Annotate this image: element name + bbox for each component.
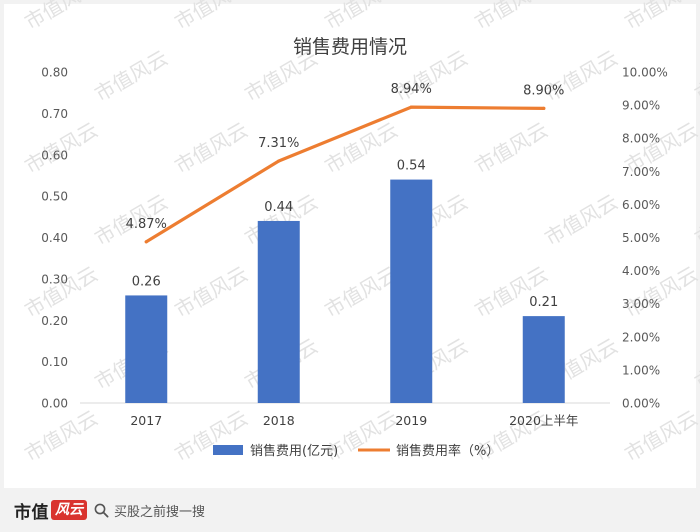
y-left-tick-label: 0.70: [41, 107, 68, 121]
line-point: [542, 106, 546, 111]
y-right-tick-label: 6.00%: [622, 198, 660, 212]
watermark-text: 市值风云: [621, 0, 700, 34]
y-right-tick-label: 0.00%: [622, 397, 660, 411]
watermark-text: 市值风云: [91, 46, 172, 107]
line-point: [144, 240, 148, 244]
line-data-label: 8.94%: [391, 82, 432, 97]
x-tick-label: 2017: [130, 413, 162, 428]
y-left-tick-label: 0.20: [41, 314, 68, 328]
bar-data-label: 0.21: [529, 295, 558, 310]
x-tick-label: 2019: [395, 413, 427, 428]
y-right-tick-label: 9.00%: [622, 99, 660, 113]
y-right-tick-label: 10.00%: [622, 66, 668, 80]
y-right-tick-label: 7.00%: [622, 165, 660, 179]
chart-card: [4, 4, 696, 488]
watermark-text: 市值风云: [171, 118, 252, 179]
footer-bar: 市值 风云 买股之前搜一搜: [0, 488, 700, 532]
y-left-tick-label: 0.00: [41, 397, 68, 411]
brand-logo[interactable]: 市值 风云: [14, 499, 87, 523]
y-left-tick-label: 0.10: [41, 355, 68, 369]
y-left-tick-label: 0.30: [41, 272, 68, 286]
x-tick-label: 2020上半年: [509, 413, 578, 428]
watermark-text: 市值风云: [691, 190, 700, 251]
y-right-tick-label: 3.00%: [622, 297, 660, 311]
watermark-text: 市值风云: [471, 262, 552, 323]
line-data-label: 4.87%: [126, 217, 167, 232]
chart-title: 销售费用情况: [293, 36, 407, 58]
watermark-text: 市值风云: [321, 0, 402, 34]
watermark-text: 市值风云: [21, 0, 102, 34]
watermark-text: 市值风云: [691, 334, 700, 395]
search-placeholder: 买股之前搜一搜: [114, 504, 206, 520]
legend-bar-swatch: [213, 445, 243, 455]
watermark-text: 市值风云: [21, 406, 102, 467]
y-left-tick-label: 0.60: [41, 148, 68, 162]
watermark-text: 市值风云: [471, 118, 552, 179]
search-bar[interactable]: 买股之前搜一搜: [94, 497, 205, 523]
watermark-text: 市值风云: [541, 190, 622, 251]
y-right-tick-label: 2.00%: [622, 330, 660, 344]
line-data-label: 7.31%: [258, 136, 299, 151]
line-series: [144, 105, 546, 244]
line-data-label: 8.90%: [523, 83, 564, 98]
watermark-text: 市值风云: [321, 262, 402, 323]
legend-bar-label: 销售费用(亿元): [250, 443, 338, 459]
y-right-tick-label: 5.00%: [622, 231, 660, 245]
watermark-text: 市值风云: [171, 406, 252, 467]
line-point: [277, 159, 281, 163]
bar-mark: [257, 220, 300, 403]
legend-line-label: 销售费用率（%）: [396, 443, 499, 459]
search-icon: [94, 503, 109, 518]
watermark-text: 市值风云: [621, 406, 700, 467]
watermark-text: 市值风云: [471, 0, 552, 34]
watermark-text: 市值风云: [171, 262, 252, 323]
y-left-tick-label: 0.40: [41, 231, 68, 245]
brand-main-text: 市值: [14, 502, 49, 523]
y-left-tick-label: 0.50: [41, 190, 68, 204]
watermark-text: 市值风云: [171, 0, 252, 34]
bar-mark: [125, 295, 168, 403]
bar-data-label: 0.54: [397, 159, 426, 174]
y-right-tick-label: 8.00%: [622, 132, 660, 146]
bar-data-label: 0.44: [264, 200, 293, 215]
brand-script-text: 风云: [51, 500, 87, 520]
x-tick-label: 2018: [263, 413, 295, 428]
bar-mark: [390, 179, 433, 403]
y-right-tick-label: 4.00%: [622, 264, 660, 278]
watermark-text: 市值风云: [691, 46, 700, 107]
y-right-tick-label: 1.00%: [622, 363, 660, 377]
line-point: [409, 105, 413, 109]
bar-mark: [522, 316, 565, 403]
y-left-tick-label: 0.80: [41, 66, 68, 80]
bar-data-label: 0.26: [132, 274, 161, 289]
